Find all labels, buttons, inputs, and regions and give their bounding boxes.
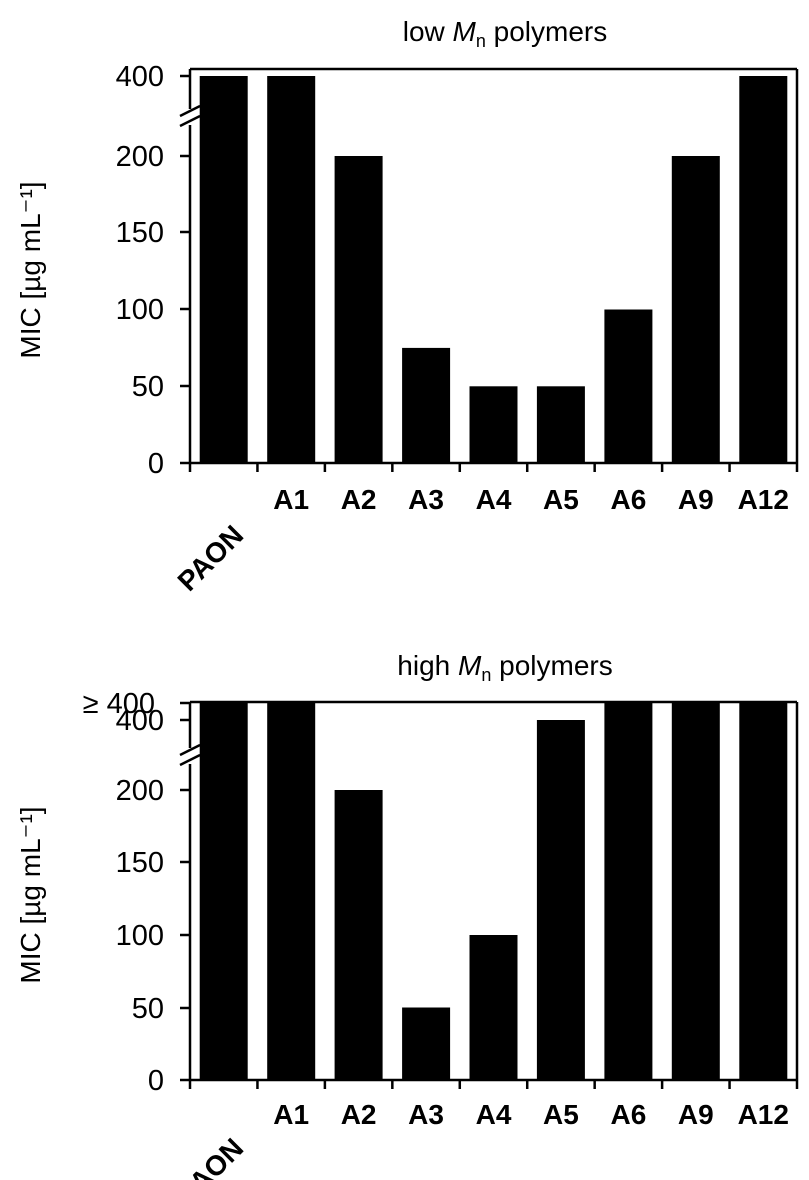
chart-title-symbol: M <box>458 650 482 681</box>
chart-title-symbol: M <box>453 16 477 47</box>
chart-title: high Mn polymers <box>397 650 612 685</box>
bar-a9 <box>671 703 720 1080</box>
y-tick-label: 0 <box>148 448 164 480</box>
bar-a4 <box>469 386 518 464</box>
y-axis-label: MIC [µg mL⁻¹] <box>15 806 46 983</box>
x-category-label: A4 <box>476 484 512 515</box>
bar-a2 <box>334 790 383 1080</box>
bar-a2 <box>334 156 383 463</box>
bar-a9 <box>671 156 720 463</box>
chart-title-prefix: high <box>397 650 458 681</box>
x-category-label: A6 <box>610 1099 646 1130</box>
bar-a1 <box>267 703 316 1080</box>
bar-a12 <box>739 76 788 463</box>
x-category-label: PAON <box>172 519 250 597</box>
x-category-label: A3 <box>408 484 444 515</box>
y-tick-label: 150 <box>116 217 164 249</box>
y-tick-label: 100 <box>116 920 164 952</box>
bar-a5 <box>536 386 585 464</box>
x-category-label: A9 <box>678 1099 714 1130</box>
y-tick-label: 50 <box>132 993 164 1025</box>
axis-break-mark <box>179 743 201 757</box>
chart-title-subscript: n <box>476 31 486 51</box>
chart-title-subscript: n <box>481 665 491 685</box>
x-category-label: A5 <box>543 1099 579 1130</box>
chart-title-prefix: low <box>403 16 453 47</box>
x-category-label: A2 <box>341 1099 377 1130</box>
x-category-label: A1 <box>273 484 309 515</box>
bar-a3 <box>402 1007 451 1080</box>
axis-break-mark <box>179 114 201 128</box>
x-category-label: A2 <box>341 484 377 515</box>
bar-a6 <box>604 309 653 463</box>
bar-paon <box>199 76 248 463</box>
bar-a12 <box>739 703 788 1080</box>
bar-a5 <box>536 720 585 1080</box>
x-category-label: A1 <box>273 1099 309 1130</box>
bar-paon <box>199 703 248 1080</box>
chart-title: low Mn polymers <box>403 16 608 51</box>
y-tick-label: 400 <box>116 61 164 93</box>
y-tick-label: 0 <box>148 1065 164 1097</box>
axis-break-mark <box>179 104 201 118</box>
bar-a3 <box>402 347 451 463</box>
y-tick-label: 100 <box>116 294 164 326</box>
axis-break-mark <box>179 753 201 767</box>
y-axis-label: MIC [µg mL⁻¹] <box>15 181 46 358</box>
y-tick-label: 200 <box>116 141 164 173</box>
y-tick-label: 200 <box>116 775 164 807</box>
x-category-label: A9 <box>678 484 714 515</box>
chart-title-suffix: polymers <box>486 16 607 47</box>
x-category-label: A6 <box>610 484 646 515</box>
bar-a4 <box>469 935 518 1080</box>
x-category-label: A12 <box>738 1099 789 1130</box>
chart-title-suffix: polymers <box>491 650 612 681</box>
y-tick-label: 400 <box>116 705 164 737</box>
x-category-label: A5 <box>543 484 579 515</box>
y-tick-label-geq: ≥ 400 <box>83 688 155 720</box>
bar-a1 <box>267 76 316 463</box>
bar-a6 <box>604 703 653 1080</box>
x-category-label: A3 <box>408 1099 444 1130</box>
x-category-label: A12 <box>738 484 789 515</box>
y-tick-label: 50 <box>132 371 164 403</box>
x-category-label: A4 <box>476 1099 512 1130</box>
y-tick-label: 150 <box>116 847 164 879</box>
x-category-label: PAON <box>172 1132 250 1180</box>
